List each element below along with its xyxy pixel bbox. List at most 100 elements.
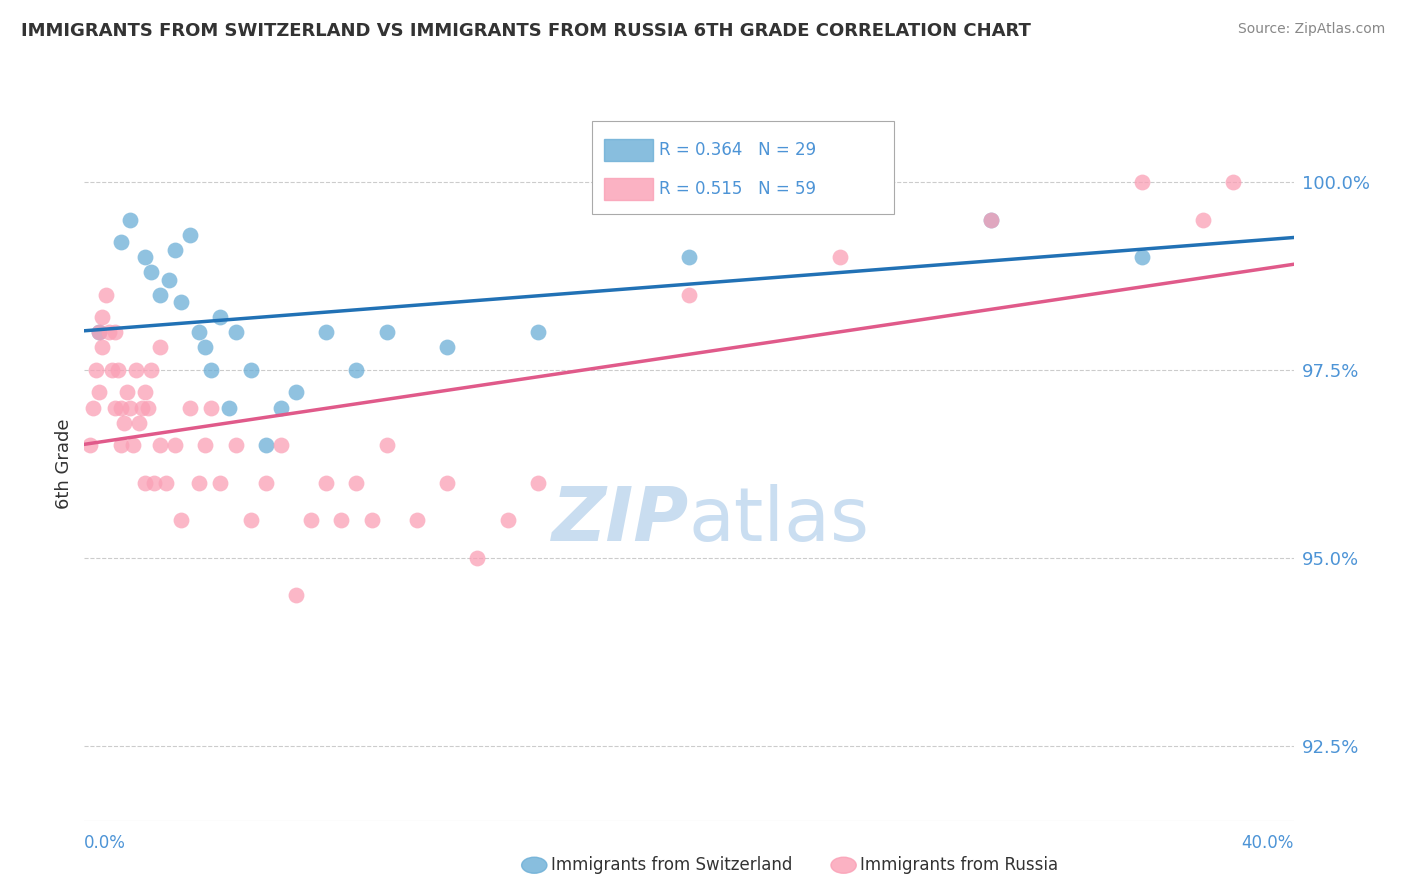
Bar [605,178,652,200]
Point [94,288,117,302]
Point [107,363,129,377]
Point [436,475,458,490]
Point [149,438,172,452]
Text: 0.0%: 0.0% [84,834,127,852]
Point [375,326,398,340]
Point [194,438,217,452]
Point [134,250,156,264]
Point [118,212,141,227]
Point [980,212,1002,227]
Point [89,385,111,400]
Point [125,363,148,377]
Point [496,513,519,527]
Y-axis label: 6th Grade: 6th Grade [55,418,73,509]
Point [1132,175,1154,189]
Point [134,475,156,490]
Point [254,475,277,490]
Point [225,326,247,340]
Point [254,438,277,452]
Point [527,475,550,490]
Point [527,326,550,340]
Point [104,326,127,340]
Text: 40.0%: 40.0% [1241,834,1294,852]
Point [155,475,177,490]
Point [346,363,368,377]
Point [136,401,159,415]
Point [239,513,262,527]
Point [209,475,232,490]
Point [149,288,172,302]
Point [89,326,111,340]
Point [131,401,153,415]
Point [270,438,292,452]
Point [179,401,201,415]
Point [134,385,156,400]
Text: atlas: atlas [689,484,870,558]
Point [104,401,127,415]
Point [209,310,232,325]
Point [360,513,382,527]
Point [239,363,262,377]
Point [89,326,111,340]
Point [346,475,368,490]
Point [218,401,240,415]
Bar [605,139,652,161]
Point [165,438,187,452]
Point [315,475,337,490]
Point [375,438,398,452]
Point [678,288,700,302]
Point [1222,175,1244,189]
Point [200,363,222,377]
Point [200,401,222,415]
Point [436,340,458,354]
Point [110,235,132,250]
Point [97,326,120,340]
Point [139,363,162,377]
Point [110,401,132,415]
Point [330,513,353,527]
Text: Source: ZipAtlas.com: Source: ZipAtlas.com [1237,22,1385,37]
Point [128,416,150,430]
Point [188,475,211,490]
Point [285,588,308,602]
FancyBboxPatch shape [592,121,894,214]
Text: R = 0.364   N = 29: R = 0.364 N = 29 [659,141,815,159]
Point [1192,212,1215,227]
Point [1132,250,1154,264]
Point [91,340,114,354]
Point [91,310,114,325]
Point [406,513,429,527]
Point [139,265,162,279]
Point [86,363,108,377]
Text: Immigrants from Russia: Immigrants from Russia [860,856,1059,874]
Point [149,340,172,354]
Point [110,438,132,452]
Point [188,326,211,340]
Point [142,475,165,490]
Point [170,513,193,527]
Point [285,385,308,400]
Point [115,385,138,400]
Point [100,363,122,377]
Point [270,401,292,415]
Point [980,212,1002,227]
Text: IMMIGRANTS FROM SWITZERLAND VS IMMIGRANTS FROM RUSSIA 6TH GRADE CORRELATION CHAR: IMMIGRANTS FROM SWITZERLAND VS IMMIGRANT… [21,22,1031,40]
Point [678,250,700,264]
Text: ZIP: ZIP [551,484,689,558]
Point [194,340,217,354]
Point [170,295,193,310]
Point [179,227,201,242]
Text: R = 0.515   N = 59: R = 0.515 N = 59 [659,180,815,198]
Point [82,401,104,415]
Point [830,175,852,189]
Point [225,438,247,452]
Point [157,273,180,287]
Point [315,326,337,340]
Point [121,438,143,452]
Point [112,416,135,430]
Point [467,550,489,565]
Point [79,438,101,452]
Point [299,513,322,527]
Point [118,401,141,415]
Point [165,243,187,257]
